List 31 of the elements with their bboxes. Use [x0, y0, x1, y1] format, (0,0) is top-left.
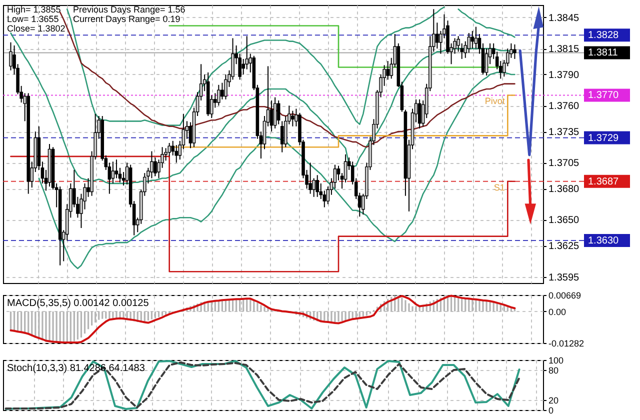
annotation: Previous Days Range= 1.56 [73, 4, 186, 14]
y-tick-label: 1.3705 [548, 158, 580, 170]
ref-line-label: 1.3770 [588, 90, 620, 102]
y-tick-label: 1.3735 [548, 127, 580, 138]
ref-line-label: 1.3828 [588, 30, 620, 42]
y-tick-label: 0 [548, 406, 554, 416]
y-tick-label: 1.3650 [548, 215, 580, 226]
y-tick-label: 1.3680 [548, 184, 580, 196]
ref-line-label: 1.3687 [588, 176, 620, 188]
ref-line-label: 1.3729 [588, 132, 620, 144]
chart-title: MACD(5,35,5) 0.00142 0.00125 [7, 298, 150, 309]
y-tick-label: 1.3625 [548, 241, 580, 252]
ref-line-label: 1.3811 [588, 48, 618, 59]
y-tick-label: 80 [548, 366, 559, 376]
y-tick-label: 1.3790 [548, 70, 580, 81]
annotation: S1 [494, 182, 505, 192]
annotation: Current Days Range= 0.19 [73, 14, 180, 24]
y-tick-label: 1.3595 [548, 272, 580, 284]
y-tick-label: 20 [548, 396, 559, 406]
annotation: Low= 1.3655 [7, 14, 59, 24]
annotation: Close= 1.3802 [7, 24, 66, 34]
y-tick-label: 1.3845 [548, 12, 580, 24]
y-tick-label: 1.3815 [548, 44, 580, 56]
annotation: Pivot [484, 96, 506, 106]
y-tick-label: 1.3760 [548, 101, 580, 112]
ref-line-label: 1.3630 [588, 235, 620, 246]
annotation: High= 1.3855 [7, 4, 61, 14]
y-tick-label: -0.01282 [548, 338, 584, 348]
y-tick-label: 100 [548, 356, 564, 366]
y-tick-label: 0.00 [548, 306, 566, 317]
y-tick-label: 0.00669 [548, 290, 582, 300]
